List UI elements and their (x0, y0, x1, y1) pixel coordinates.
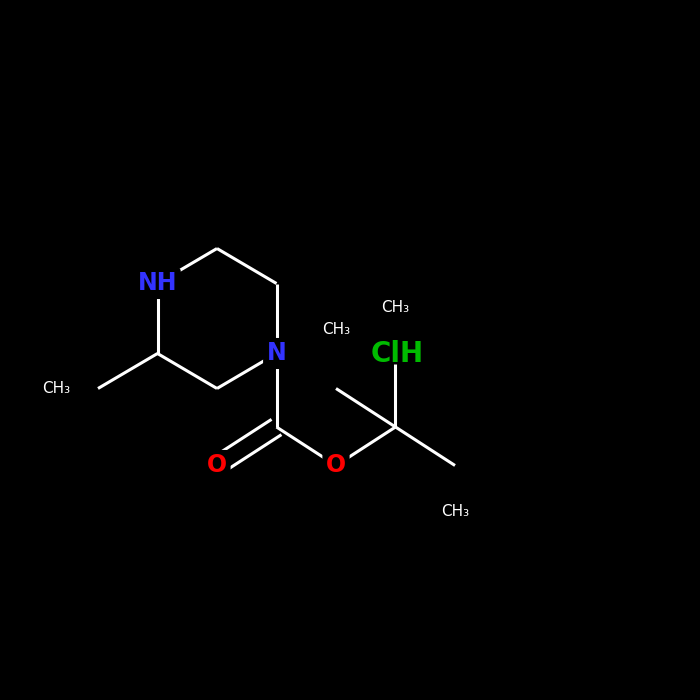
Text: CH₃: CH₃ (382, 300, 409, 316)
Text: CH₃: CH₃ (322, 321, 350, 337)
Text: N: N (267, 342, 286, 365)
Text: NH: NH (138, 272, 177, 295)
Text: CH₃: CH₃ (441, 503, 469, 519)
Text: CH₃: CH₃ (42, 381, 70, 396)
Text: O: O (326, 454, 346, 477)
Text: ClH: ClH (371, 340, 424, 368)
Text: O: O (207, 454, 227, 477)
